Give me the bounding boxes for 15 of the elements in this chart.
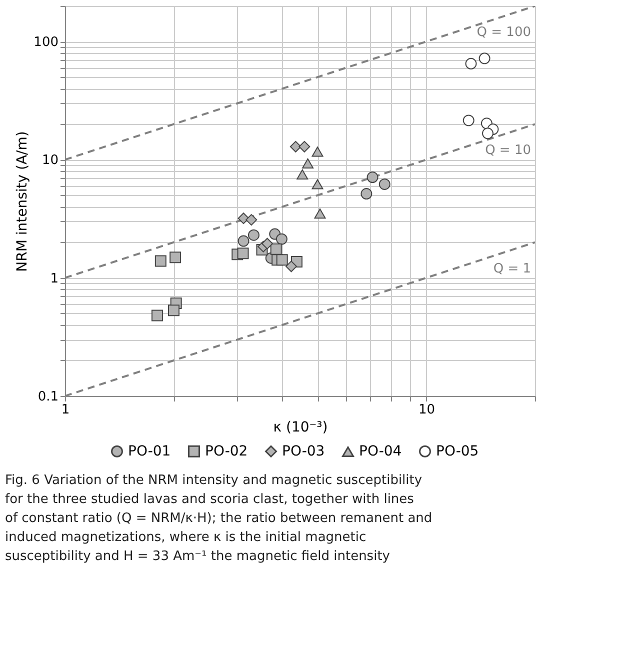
y-tick-label: 100 bbox=[34, 35, 58, 50]
series-label: Q = 10 bbox=[485, 143, 531, 158]
series-label: Q = 1 bbox=[493, 261, 531, 276]
x-axis-title: κ (10⁻³) bbox=[273, 420, 328, 436]
y-axis-title: NRM intensity (A/m) bbox=[14, 131, 31, 272]
series-label: Q = 100 bbox=[476, 25, 531, 40]
legend-label: PO-01 bbox=[128, 443, 171, 460]
legend-label: PO-04 bbox=[359, 444, 402, 460]
legend-label: PO-05 bbox=[436, 443, 479, 460]
legend-label: PO-03 bbox=[282, 443, 325, 460]
y-tick-label: 0.1 bbox=[38, 390, 58, 404]
y-tick-label: 1 bbox=[50, 271, 58, 286]
y-tick-label: 10 bbox=[42, 153, 58, 168]
caption: Fig. 6 Variation of the NRM intensity and magnetic susceptibility for the three studied lavas and scoria clast, together with lines of constant ratio (Q = NRM/κ·H); the ratio between remanent and induced magnetizations, where κ is the initial magnetic susceptibility and H = 33 Am⁻¹ the magnetic field intensity bbox=[5, 473, 432, 564]
legend-label: PO-02 bbox=[205, 443, 248, 460]
